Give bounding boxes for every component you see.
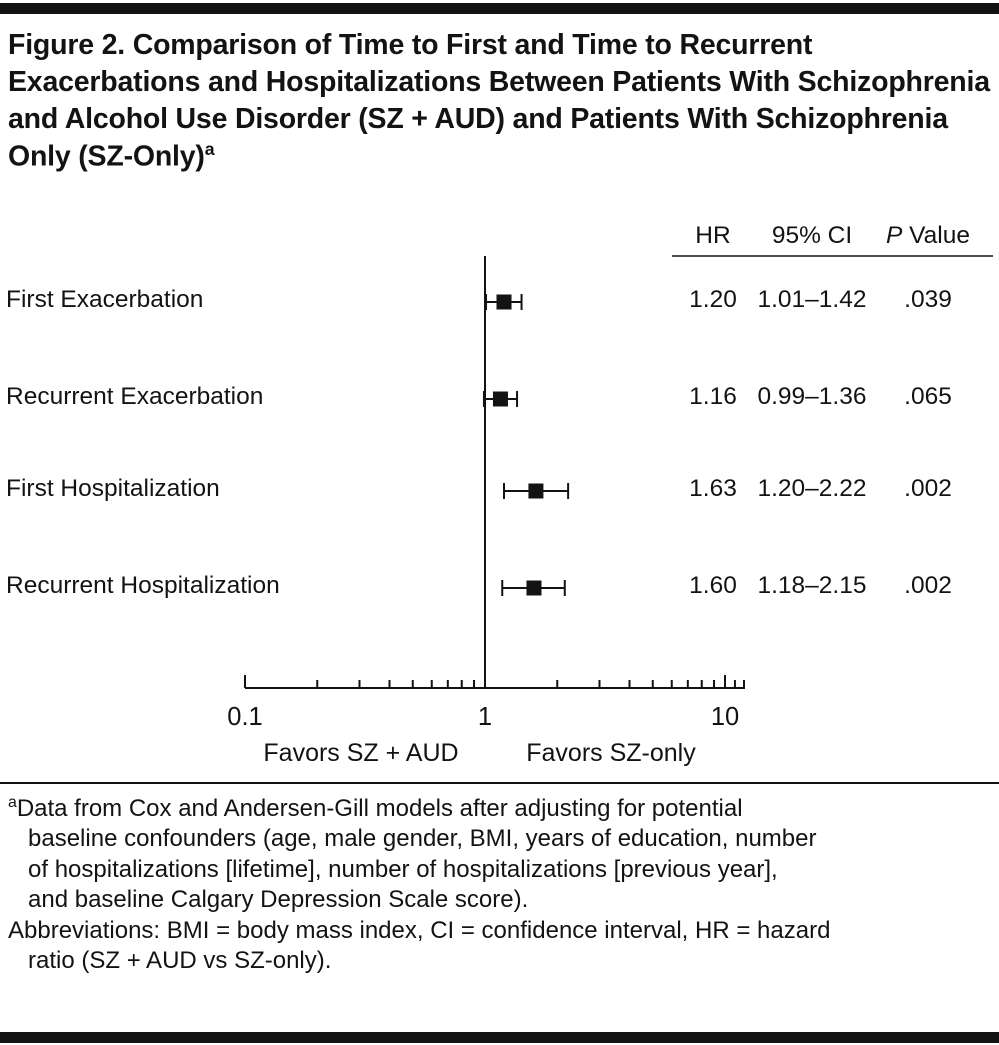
ci-value: 1.18–2.15 [757, 571, 867, 599]
row-label: First Exacerbation [6, 285, 204, 313]
forest-plot-canvas [244, 254, 993, 689]
ci-value: 1.20–2.22 [757, 474, 867, 502]
axis-tick-label: 1 [477, 702, 493, 731]
p-value: .002 [904, 474, 952, 502]
hr-value: 1.63 [689, 474, 737, 502]
favors-left-label: Favors SZ + AUD [263, 738, 459, 767]
footnote-section: aData from Cox and Andersen-Gill models … [0, 784, 999, 983]
column-header-hr: HR [695, 221, 731, 249]
top-border-bar [0, 3, 999, 14]
axis-tick-label: 10 [710, 702, 740, 731]
bottom-border-bar [0, 1032, 999, 1043]
favors-right-label: Favors SZ-only [526, 738, 696, 767]
ci-value: 0.99–1.36 [757, 382, 867, 410]
hr-marker [528, 483, 544, 499]
figure-title-text: Figure 2. Comparison of Time to First an… [8, 29, 990, 173]
footnote-a-marker: a [8, 793, 17, 811]
title-footnote-marker: a [204, 139, 215, 160]
hr-value: 1.16 [689, 382, 737, 410]
p-value-header-italic: P [886, 221, 903, 249]
ci-value: 1.01–1.42 [757, 285, 867, 313]
footnote-a-text: Data from Cox and Andersen-Gill models a… [16, 794, 817, 914]
p-value: .039 [904, 285, 952, 313]
p-value: .002 [904, 571, 952, 599]
hr-marker [526, 580, 542, 596]
p-value: .065 [904, 382, 952, 410]
abbreviations-text: Abbreviations: BMI = body mass index, CI… [8, 916, 831, 975]
hr-value: 1.60 [689, 571, 737, 599]
row-label: Recurrent Exacerbation [6, 382, 264, 410]
axis-tick-label: 0.1 [227, 702, 263, 731]
footnote-a: aData from Cox and Andersen-Gill models … [8, 793, 989, 916]
forest-plot: HR 95% CI P Value First Exacerbation 1.20 1.0… [0, 182, 999, 782]
hr-marker [496, 294, 512, 310]
figure-title: Figure 2. Comparison of Time to First an… [0, 14, 999, 176]
hr-marker [492, 391, 508, 407]
footnote-divider-rule [0, 781, 999, 784]
row-label: First Hospitalization [6, 474, 220, 502]
column-header-p: P Value [858, 222, 998, 250]
p-value-header-rest: Value [902, 221, 970, 249]
footnote-abbreviations: Abbreviations: BMI = body mass index, CI… [8, 916, 989, 977]
column-header-ci: 95% CI [771, 221, 853, 249]
hr-value: 1.20 [689, 285, 737, 313]
row-label: Recurrent Hospitalization [6, 571, 280, 599]
